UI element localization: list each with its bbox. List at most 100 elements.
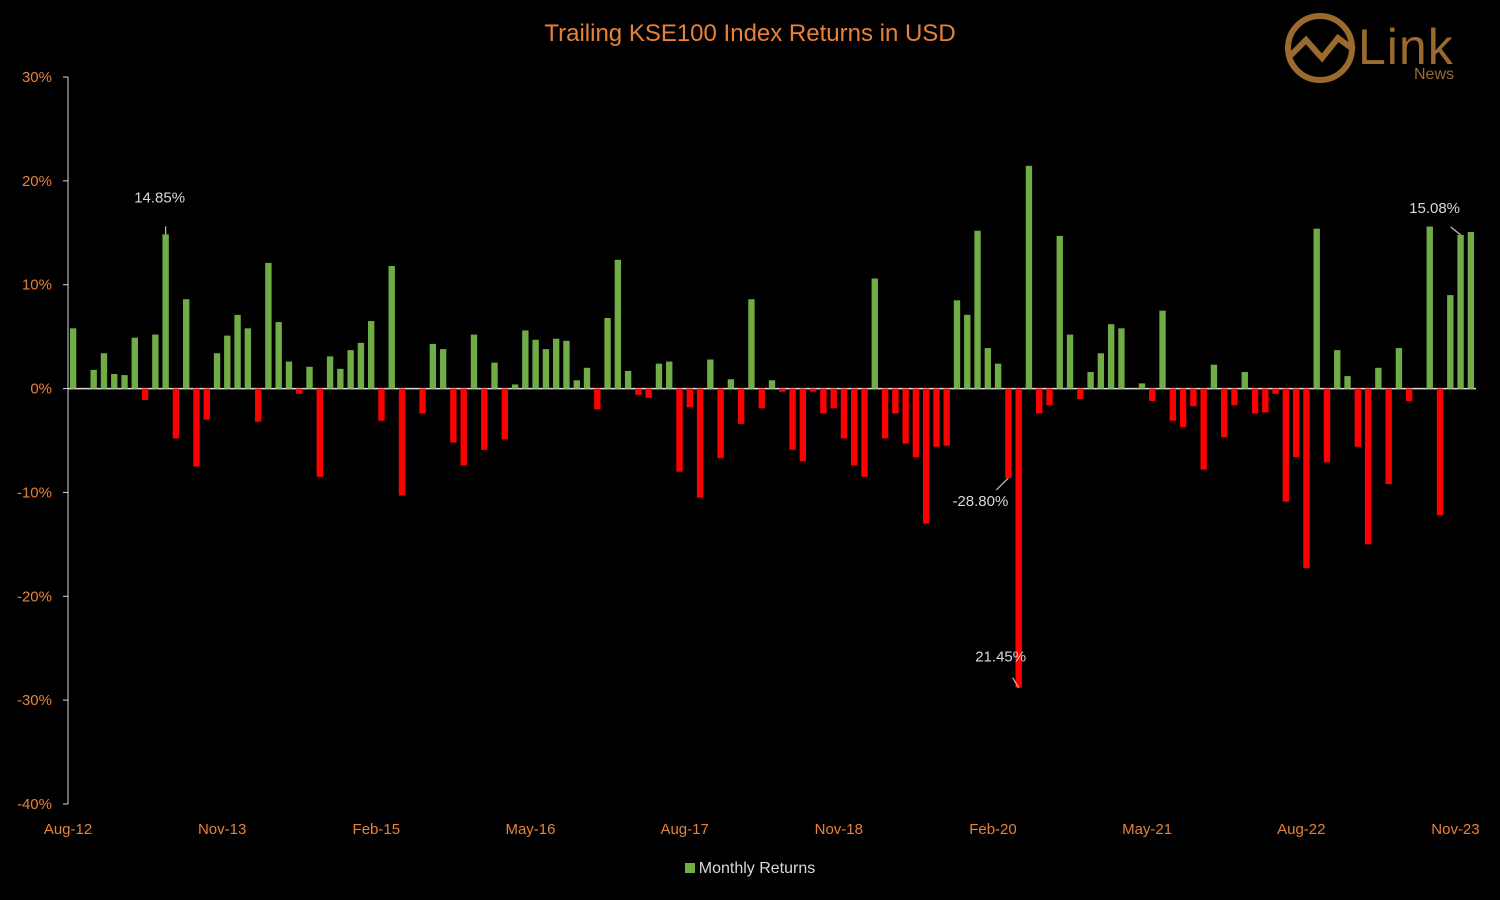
bar [429, 343, 437, 389]
brand-sub: News [1414, 66, 1455, 83]
x-tick-label: May-16 [505, 821, 555, 838]
bar [1457, 234, 1464, 389]
brand-logo: Link News [1282, 10, 1482, 90]
bar [830, 388, 837, 409]
bar [69, 328, 77, 389]
bar [1210, 364, 1218, 389]
bar [1231, 388, 1238, 406]
bar [892, 388, 899, 414]
data-labels-group: 14.85% 21.45% -28.80% 15.08% [134, 189, 1461, 688]
y-tick-label: 0% [30, 381, 52, 398]
bar [162, 234, 169, 389]
bar [1118, 328, 1125, 389]
chart-title: Trailing KSE100 Index Returns in USD [544, 20, 956, 47]
bar [1149, 388, 1156, 402]
bar [470, 334, 478, 389]
bar [172, 388, 180, 439]
bar [481, 388, 488, 450]
bar [1179, 388, 1187, 427]
bar [1313, 228, 1320, 389]
bar [1046, 388, 1053, 406]
y-tick-label: -10% [17, 484, 52, 501]
bar [419, 388, 426, 414]
bar [573, 380, 580, 389]
legend-label: Monthly Returns [698, 860, 816, 877]
bar [964, 314, 971, 389]
bar [1138, 383, 1146, 389]
bar [1015, 388, 1022, 688]
bar [491, 362, 498, 389]
bar [542, 349, 550, 389]
bar [213, 353, 221, 389]
annotation-leader [1012, 677, 1020, 688]
bar [1025, 165, 1033, 389]
bar [1087, 371, 1094, 389]
bar [984, 348, 992, 389]
bar [254, 388, 262, 422]
bar [604, 317, 611, 389]
bar [758, 388, 765, 409]
bar [707, 359, 714, 389]
bar [439, 349, 447, 389]
bar [1241, 371, 1248, 389]
bar [1292, 388, 1300, 458]
bar [666, 361, 673, 389]
bar [994, 363, 1002, 389]
bar [1262, 388, 1269, 413]
data-label: -28.80% [952, 493, 1008, 510]
bar [696, 388, 704, 498]
bar [244, 328, 252, 389]
chart-axes: 30% 20% 10% 0% -10% -20% -30% -40% Aug-12 Nov-13 F… [17, 69, 1480, 838]
bar [367, 321, 375, 389]
bar [676, 388, 683, 472]
bar [1036, 388, 1043, 414]
bar [111, 374, 118, 389]
bar [1426, 226, 1433, 389]
bar [1395, 348, 1403, 389]
bar [686, 388, 693, 408]
bar [296, 388, 303, 394]
bar [789, 388, 796, 450]
y-tick-label: 10% [22, 277, 52, 294]
bar [265, 262, 272, 389]
bar [1107, 324, 1115, 389]
x-tick-label: Feb-15 [353, 821, 401, 838]
bar [1354, 388, 1361, 447]
bar [933, 388, 940, 447]
bar [809, 388, 817, 392]
bar [357, 342, 365, 389]
bar [347, 350, 354, 389]
x-tick-label: Nov-18 [815, 821, 863, 838]
bar [912, 388, 920, 458]
bar [953, 300, 961, 389]
bar [655, 363, 663, 389]
legend-swatch [684, 863, 695, 873]
x-tick-label: Aug-17 [660, 821, 708, 838]
bar [1272, 388, 1279, 394]
y-tick-label: 20% [22, 173, 52, 190]
brand-name: Link [1358, 19, 1454, 75]
bar [717, 388, 724, 459]
bar [614, 259, 622, 389]
bar [1282, 388, 1290, 502]
bar [1467, 231, 1475, 389]
bar [378, 388, 385, 421]
bar [799, 388, 807, 462]
annotation-leader [1450, 226, 1461, 236]
bars-group [69, 165, 1475, 688]
link-logo-icon [1285, 13, 1356, 83]
bar [1077, 388, 1084, 399]
bar [131, 337, 138, 389]
bar [1334, 350, 1341, 389]
bar [594, 388, 601, 410]
bar [840, 388, 848, 439]
bar [501, 388, 508, 440]
bar [635, 388, 642, 395]
bar [922, 388, 930, 524]
bar [532, 339, 539, 389]
y-tick-label: -40% [17, 796, 52, 813]
x-tick-label: Nov-23 [1431, 821, 1479, 838]
bar [943, 388, 950, 446]
bar [522, 330, 529, 389]
